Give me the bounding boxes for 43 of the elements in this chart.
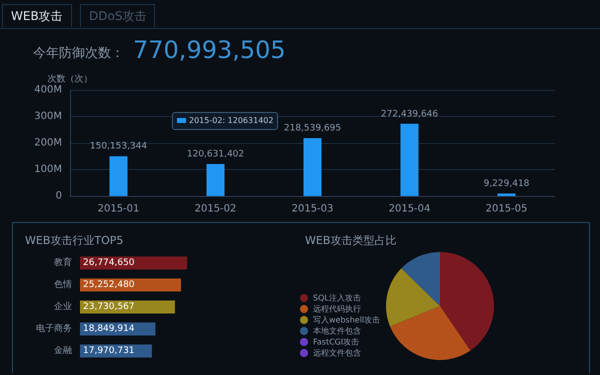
data-label: 23,730,567 bbox=[83, 302, 135, 312]
y-tick-label: 100M bbox=[34, 164, 62, 175]
y-tick-label: 企业 bbox=[54, 301, 72, 312]
bar bbox=[206, 164, 224, 196]
y-tick-label: 电子商务 bbox=[36, 323, 72, 334]
y-axis-title: 次数（次） bbox=[48, 74, 92, 84]
x-tick-label: 2015-03 bbox=[292, 204, 334, 214]
data-label: 218,539,695 bbox=[284, 124, 342, 134]
x-tick-label: 2015-02 bbox=[194, 204, 236, 214]
chart-subtitle: 770,993,505 bbox=[133, 36, 286, 64]
bar bbox=[400, 124, 418, 196]
data-label: 17,970,731 bbox=[83, 346, 135, 356]
y-tick-label: 200M bbox=[34, 138, 62, 148]
data-label: 150,153,344 bbox=[90, 142, 148, 152]
y-tick-label: 300M bbox=[34, 111, 62, 122]
y-tick-label: 色情 bbox=[54, 279, 72, 290]
x-tick-label: 2015-01 bbox=[98, 204, 140, 214]
legend-label: 本地文件包含 bbox=[313, 326, 361, 336]
legend-label: FastCGI攻击 bbox=[313, 338, 360, 346]
bar bbox=[110, 156, 128, 196]
text: WEB攻击 bbox=[2, 4, 72, 27]
y-tick-label: 0 bbox=[56, 190, 62, 202]
bar bbox=[304, 138, 322, 196]
chart-title: WEB攻击类型占比 bbox=[305, 234, 396, 247]
legend-label: 写入webshell攻击 bbox=[313, 316, 380, 324]
data-label: 9,229,418 bbox=[484, 179, 530, 190]
x-tick-label: 2015-05 bbox=[486, 204, 528, 214]
y-tick-label: 400M bbox=[34, 84, 62, 96]
data-label: 18,849,914 bbox=[83, 324, 135, 334]
legend-label: 远程文件包含 bbox=[313, 348, 361, 358]
legend-label: 远程代码执行 bbox=[313, 304, 361, 314]
chart-title: 今年防御次数： bbox=[33, 46, 124, 61]
data-label: 25,252,480 bbox=[83, 280, 135, 290]
annotation: 2015-02: 120631402 bbox=[172, 112, 278, 130]
data-label: 272,439,646 bbox=[380, 109, 438, 120]
data-label: 120,631,402 bbox=[186, 150, 244, 160]
text: DDoS攻击 bbox=[80, 4, 156, 27]
data-label: 26,774,650 bbox=[83, 258, 135, 268]
chart-title: WEB攻击行业TOP5 bbox=[25, 234, 124, 247]
y-tick-label: 教育 bbox=[54, 257, 72, 268]
y-tick-label: 金融 bbox=[54, 345, 72, 356]
legend-label: SQL注入攻击 bbox=[313, 294, 361, 302]
x-tick-label: 2015-04 bbox=[388, 204, 430, 214]
